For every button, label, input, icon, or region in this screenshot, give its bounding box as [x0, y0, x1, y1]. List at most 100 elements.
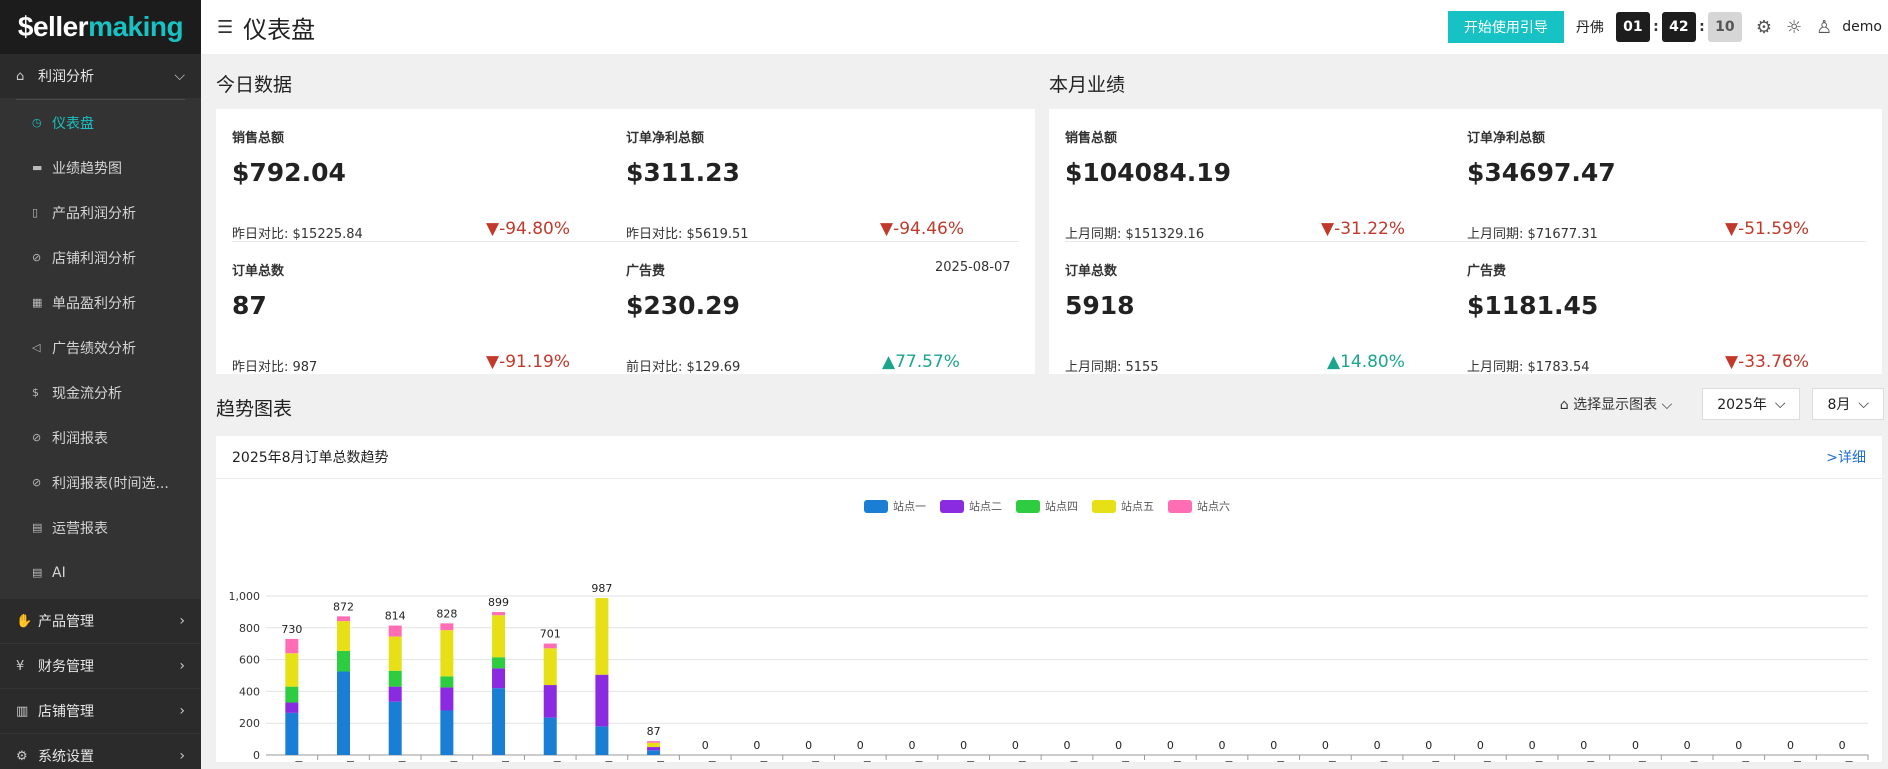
sidebar-item-label: 单品盈利分析 [52, 295, 136, 312]
sidebar-item-label: 仪表盘 [52, 115, 94, 132]
timezone-city: 丹佛 [1575, 20, 1604, 36]
bar-segment-4 [647, 742, 661, 748]
bar-total-label: 0 [1322, 739, 1329, 752]
header-tools: 开始使用引导 丹佛 01 : 42 : 10 ⚙ ☼ ♙ demo [1447, 0, 1888, 54]
bar-total-label: 0 [1684, 739, 1691, 752]
sidebar-item-ai[interactable]: ▤ AI [0, 550, 201, 595]
x-tick-label: 16号 [1055, 760, 1080, 762]
bar-segment-5 [337, 616, 351, 622]
stat-change: ▲77.57% [882, 352, 960, 372]
bar-segment-1 [285, 712, 299, 755]
bar-total-label: 0 [1580, 739, 1587, 752]
sidebar-item-dashboard[interactable]: ◷ 仪表盘 [0, 100, 201, 145]
stat-compare: 昨日对比: $15225.84 [232, 227, 363, 242]
sidebar-item-ads[interactable]: ◁ 广告绩效分析 [0, 325, 201, 370]
bar-segment-2 [492, 668, 506, 689]
sidebar-item-profit-report-time[interactable]: ⊘ 利润报表(时间选... [0, 460, 201, 505]
menu-group-product[interactable]: ✋ 产品管理 › [0, 599, 201, 644]
sidebar-item-label: 利润报表 [52, 430, 108, 447]
gear-icon[interactable]: ⚙ [1755, 16, 1773, 38]
today-orders-cell: 订单总数 87 昨日对比: 987 ▼-91.19% [232, 260, 612, 375]
bar-segment-1 [440, 710, 454, 755]
sidebar-item-label: 现金流分析 [52, 385, 122, 402]
username[interactable]: demo [1842, 19, 1882, 35]
x-tick-label: 24号 [1468, 760, 1493, 762]
bar-segment-3 [388, 670, 402, 687]
stat-compare: 上月同期: 5155 [1065, 360, 1159, 375]
stat-value: $1181.45 [1467, 291, 1599, 320]
menu-group-settings[interactable]: ⚙ 系统设置 › [0, 734, 201, 769]
bar-total-label: 701 [540, 628, 561, 641]
stat-change: ▼-91.19% [486, 352, 571, 372]
bar-segment-1 [647, 750, 661, 755]
month-select[interactable]: 8月 ⌵ [1812, 388, 1884, 420]
divider [16, 99, 185, 100]
menu-group-store[interactable]: ▥ 店铺管理 › [0, 689, 201, 734]
menu-toggle-icon[interactable]: ☰ [217, 16, 234, 38]
x-tick-label: 09号 [693, 760, 718, 762]
bar-total-label: 814 [385, 610, 406, 623]
yen-icon: ¥ [16, 658, 25, 674]
detail-link[interactable]: >详细 [1826, 450, 1866, 466]
sidebar-item-ops-report[interactable]: ▤ 运营报表 [0, 505, 201, 550]
sidebar-item-product-profit[interactable]: ▯ 产品利润分析 [0, 190, 201, 235]
x-tick-label: 10号 [744, 760, 769, 762]
user-icon[interactable]: ♙ [1816, 16, 1833, 38]
sidebar-item-store-profit[interactable]: ⊘ 店铺利润分析 [0, 235, 201, 280]
bar-segment-2 [440, 687, 454, 711]
logo[interactable]: $ellermaking [0, 0, 201, 54]
stat-change: ▼-51.59% [1725, 219, 1810, 239]
bar-total-label: 0 [1374, 739, 1381, 752]
legend-label-1: 站点一 [893, 499, 926, 513]
stat-change: ▼-33.76% [1725, 352, 1810, 372]
stat-label: 销售总额 [232, 131, 285, 146]
start-guide-button[interactable]: 开始使用引导 [1447, 11, 1564, 43]
table-icon: ▤ [32, 521, 43, 534]
legend-swatch-4 [1092, 500, 1116, 513]
select-chart-button[interactable]: ⌂ 选择显示图表 ⌵ [1560, 394, 1672, 414]
sidebar-item-profit-report[interactable]: ⊘ 利润报表 [0, 415, 201, 460]
sidebar-item-cashflow[interactable]: $ 现金流分析 [0, 370, 201, 415]
chevron-down-icon: ⌵ [1774, 396, 1786, 412]
bar-total-label: 0 [1270, 739, 1277, 752]
hand-icon: ✋ [16, 613, 33, 629]
bar-segment-5 [543, 643, 557, 649]
trend-chart-panel: 2025年8月订单总数趋势 >详细 站点一 站点二 站点四 站点五 站点六 0 200 400… [216, 436, 1882, 769]
bar-segment-1 [543, 717, 557, 755]
month-select-value: 8月 [1827, 397, 1851, 413]
sun-icon[interactable]: ☼ [1786, 16, 1803, 38]
stat-change: ▲14.80% [1327, 352, 1405, 372]
x-tick-label: 07号 [589, 760, 614, 762]
dollar-circle-icon: $ [32, 386, 39, 399]
x-tick-label: 13号 [899, 760, 924, 762]
bar-total-label: 0 [1839, 739, 1846, 752]
x-tick-label: 29号 [1726, 760, 1751, 762]
bar-total-label: 0 [702, 739, 709, 752]
bar-segment-1 [595, 726, 609, 755]
year-select[interactable]: 2025年 ⌵ [1702, 388, 1801, 420]
x-tick-label: 25号 [1520, 760, 1545, 762]
orders-trend-chart: 站点一 站点二 站点四 站点五 站点六 0 200 400 600 800 1,000 730 01号 8… [229, 499, 1869, 769]
x-tick-label: 14号 [951, 760, 976, 762]
chevron-right-icon: › [179, 658, 185, 674]
menu-group-profit[interactable]: ⌂ 利润分析 ⌵ [0, 54, 201, 99]
sidebar-item-single-product[interactable]: ▦ 单品盈利分析 [0, 280, 201, 325]
check-circle-icon: ⊘ [32, 251, 42, 264]
menu-group-label: 店铺管理 [38, 704, 94, 720]
clock-hours: 01 [1615, 12, 1650, 42]
bar-segment-3 [440, 676, 454, 688]
stat-value: $311.23 [626, 158, 740, 187]
x-tick-label: 02号 [331, 760, 356, 762]
bar-segment-5 [440, 623, 454, 631]
legend-swatch-2 [940, 500, 964, 513]
y-tick-label: 1,000 [229, 590, 261, 603]
bar-total-label: 0 [753, 739, 760, 752]
stat-change: ▼-94.80% [486, 219, 571, 239]
stat-value: $792.04 [232, 158, 346, 187]
bar-segment-3 [337, 650, 351, 672]
sidebar-item-trend[interactable]: ▬ 业绩趋势图 [0, 145, 201, 190]
bar-segment-3 [285, 686, 299, 703]
menu-group-finance[interactable]: ¥ 财务管理 › [0, 644, 201, 689]
stat-date: 2025-08-07 [935, 260, 1011, 275]
bar-segment-5 [647, 741, 661, 743]
